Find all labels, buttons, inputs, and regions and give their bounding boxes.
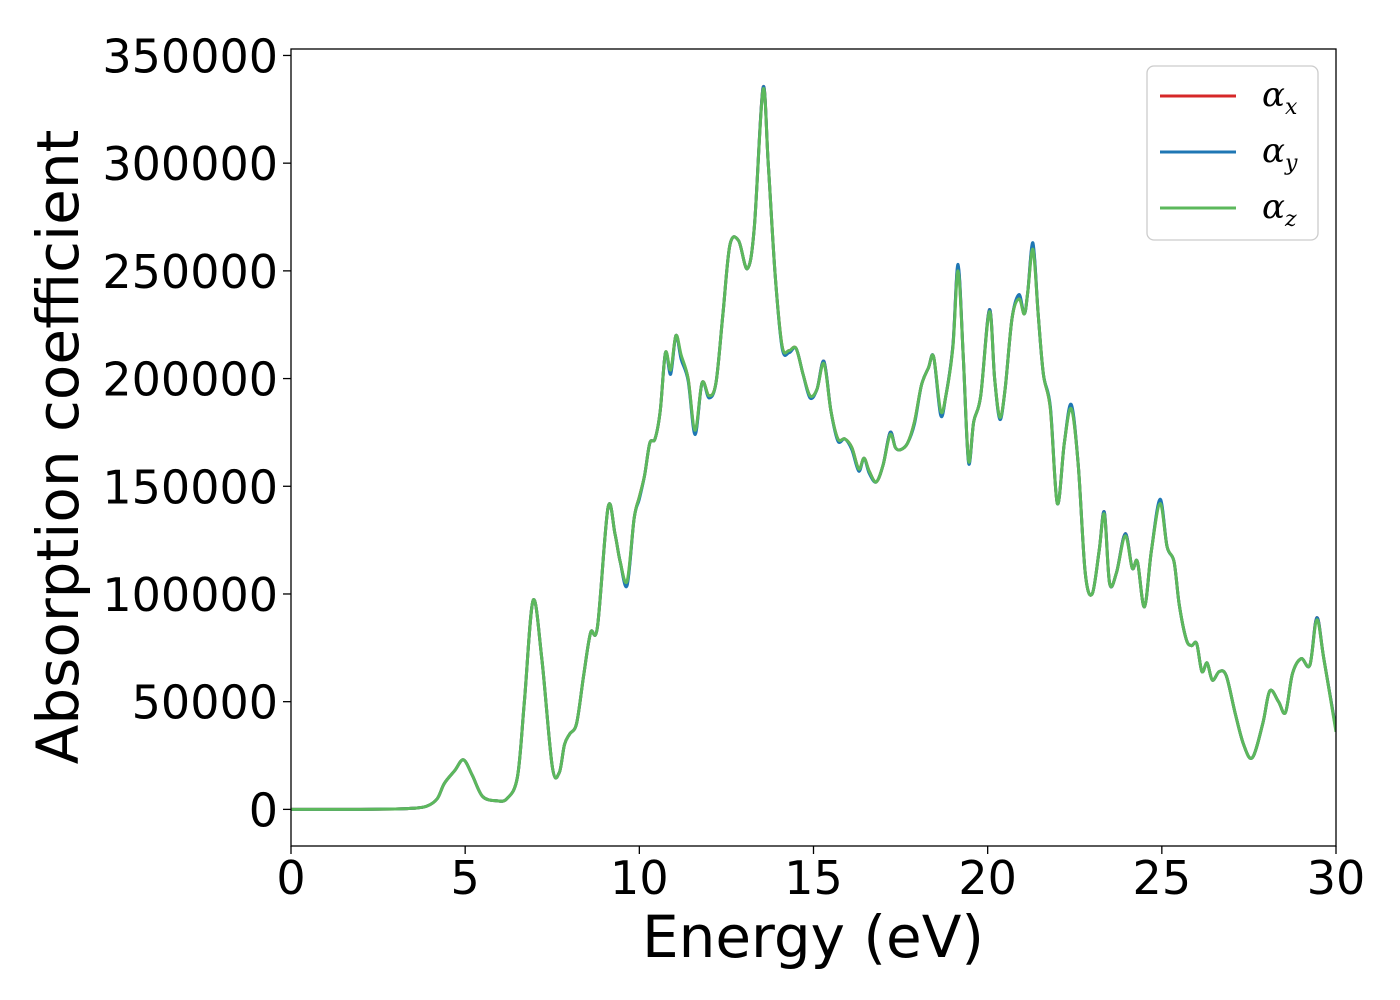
legend-symbol: α [1262,75,1285,115]
y-tick-label: 200000 [102,353,278,407]
legend-symbol: α [1262,131,1285,171]
y-tick-label: 0 [249,783,278,837]
y-axis-ticks: 0 50000 100000 150000 200000 250000 300000 3500… [102,29,291,837]
legend-subscript: y [1284,151,1298,176]
x-tick-label: 20 [958,851,1017,905]
y-axis-title: Absorption coefficient [24,130,92,765]
legend-label-x: αx [1262,75,1298,120]
x-tick-label: 15 [784,851,843,905]
y-tick-label: 150000 [102,460,278,514]
x-tick-label: 5 [451,851,480,905]
y-tick-label: 50000 [132,676,278,730]
x-tick-label: 0 [276,851,305,905]
y-tick-label: 350000 [102,29,278,83]
legend-subscript: z [1284,207,1297,232]
x-axis-ticks: 0 5 10 15 20 25 30 [276,846,1365,905]
series-line-z [291,87,1336,811]
x-tick-label: 25 [1133,851,1192,905]
legend-subscript: x [1285,95,1298,120]
legend-label-y: αy [1262,131,1298,176]
legend-symbol: α [1262,187,1285,227]
legend-label-z: αz [1262,187,1297,232]
x-tick-label: 10 [610,851,669,905]
y-tick-label: 250000 [102,245,278,299]
series-layer [291,84,1336,811]
x-tick-label: 30 [1307,851,1366,905]
y-tick-label: 300000 [102,137,278,191]
y-tick-label: 100000 [102,568,278,622]
x-axis-title: Energy (eV) [642,903,984,971]
